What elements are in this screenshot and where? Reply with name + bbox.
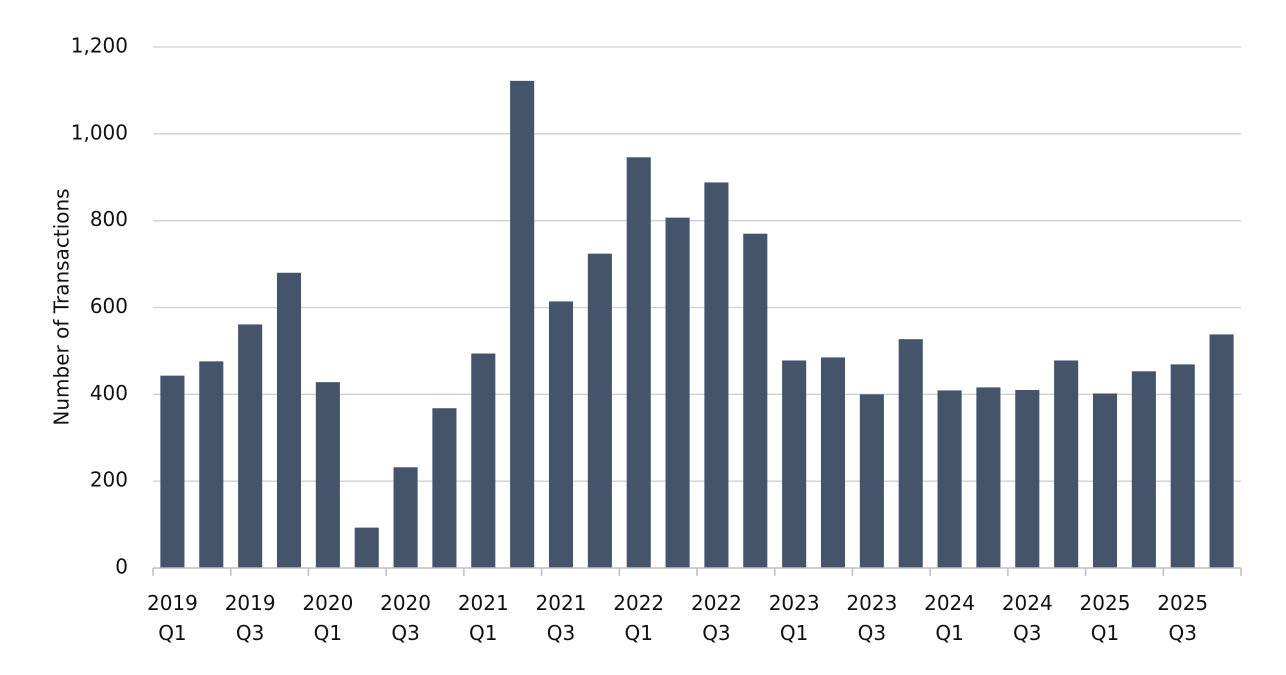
x-tick-label-quarter: Q1 (1091, 621, 1119, 645)
x-tick-label-year: 2019 (225, 591, 276, 615)
y-tick-label: 1,200 (71, 34, 128, 58)
y-tick-label: 800 (90, 207, 128, 231)
x-tick-label-quarter: Q3 (547, 621, 575, 645)
y-axis-ticks: 0 200 400 600 800 1,000 1,200 (71, 34, 128, 579)
y-tick-label: 600 (90, 294, 128, 318)
bar (432, 408, 457, 568)
y-tick-label: 400 (90, 381, 128, 405)
bar (859, 394, 884, 568)
x-tick-label-year: 2020 (380, 591, 431, 615)
y-tick-label: 200 (90, 468, 128, 492)
x-tick-label-year: 2021 (458, 591, 509, 615)
x-tick-label-quarter: Q1 (158, 621, 186, 645)
bar (393, 467, 418, 568)
bar (626, 157, 651, 568)
bar (238, 324, 263, 568)
x-tick-label-year: 2020 (302, 591, 353, 615)
bar (1015, 389, 1040, 568)
x-tick-label-quarter: Q1 (314, 621, 342, 645)
x-tick-label-year: 2022 (691, 591, 742, 615)
y-tick-label: 1,000 (71, 120, 128, 144)
bar (1170, 364, 1195, 568)
bar (354, 527, 379, 568)
bar (510, 80, 535, 569)
bar (704, 182, 729, 568)
bar (160, 375, 185, 568)
x-tick-label-quarter: Q1 (935, 621, 963, 645)
x-tick-label-year: 2022 (613, 591, 664, 615)
bar (976, 387, 1001, 568)
bar (1209, 334, 1234, 568)
bar (820, 357, 846, 568)
bar (898, 339, 923, 568)
bar (471, 353, 496, 568)
bar (665, 217, 690, 568)
y-axis-title: Number of Transactions (50, 188, 74, 425)
x-tick-label-quarter: Q1 (624, 621, 652, 645)
x-axis-labels: 2019 Q1 2019 Q3 2020 Q1 2020 Q3 2021 Q1 2021 Q3 2022… (147, 591, 1208, 645)
x-tick-label-quarter: Q3 (702, 621, 730, 645)
x-tick-label-year: 2025 (1157, 591, 1208, 615)
bar (276, 272, 302, 568)
x-tick-label-year: 2019 (147, 591, 198, 615)
bar (1131, 371, 1156, 568)
bar (587, 253, 612, 568)
x-tick-label-quarter: Q1 (469, 621, 497, 645)
x-tick-label-year: 2024 (924, 591, 975, 615)
x-tick-label-quarter: Q3 (858, 621, 886, 645)
bar (743, 233, 768, 568)
bar (782, 360, 807, 568)
bar (1092, 393, 1118, 568)
bar (548, 301, 574, 568)
x-tick-label-year: 2023 (846, 591, 897, 615)
bars (160, 80, 1234, 569)
y-tick-label: 0 (115, 555, 128, 579)
x-tick-label-year: 2023 (769, 591, 820, 615)
bar (315, 382, 340, 568)
bar (937, 390, 962, 568)
x-tick-label-year: 2025 (1080, 591, 1131, 615)
bar (1054, 360, 1079, 568)
x-axis (152, 567, 1242, 576)
bar (199, 361, 224, 568)
x-tick-label-quarter: Q3 (1168, 621, 1196, 645)
x-tick-label-quarter: Q3 (236, 621, 264, 645)
x-tick-label-year: 2021 (536, 591, 587, 615)
x-tick-label-year: 2024 (1002, 591, 1053, 615)
x-tick-label-quarter: Q3 (1013, 621, 1041, 645)
x-tick-label-quarter: Q1 (780, 621, 808, 645)
x-tick-label-quarter: Q3 (391, 621, 419, 645)
